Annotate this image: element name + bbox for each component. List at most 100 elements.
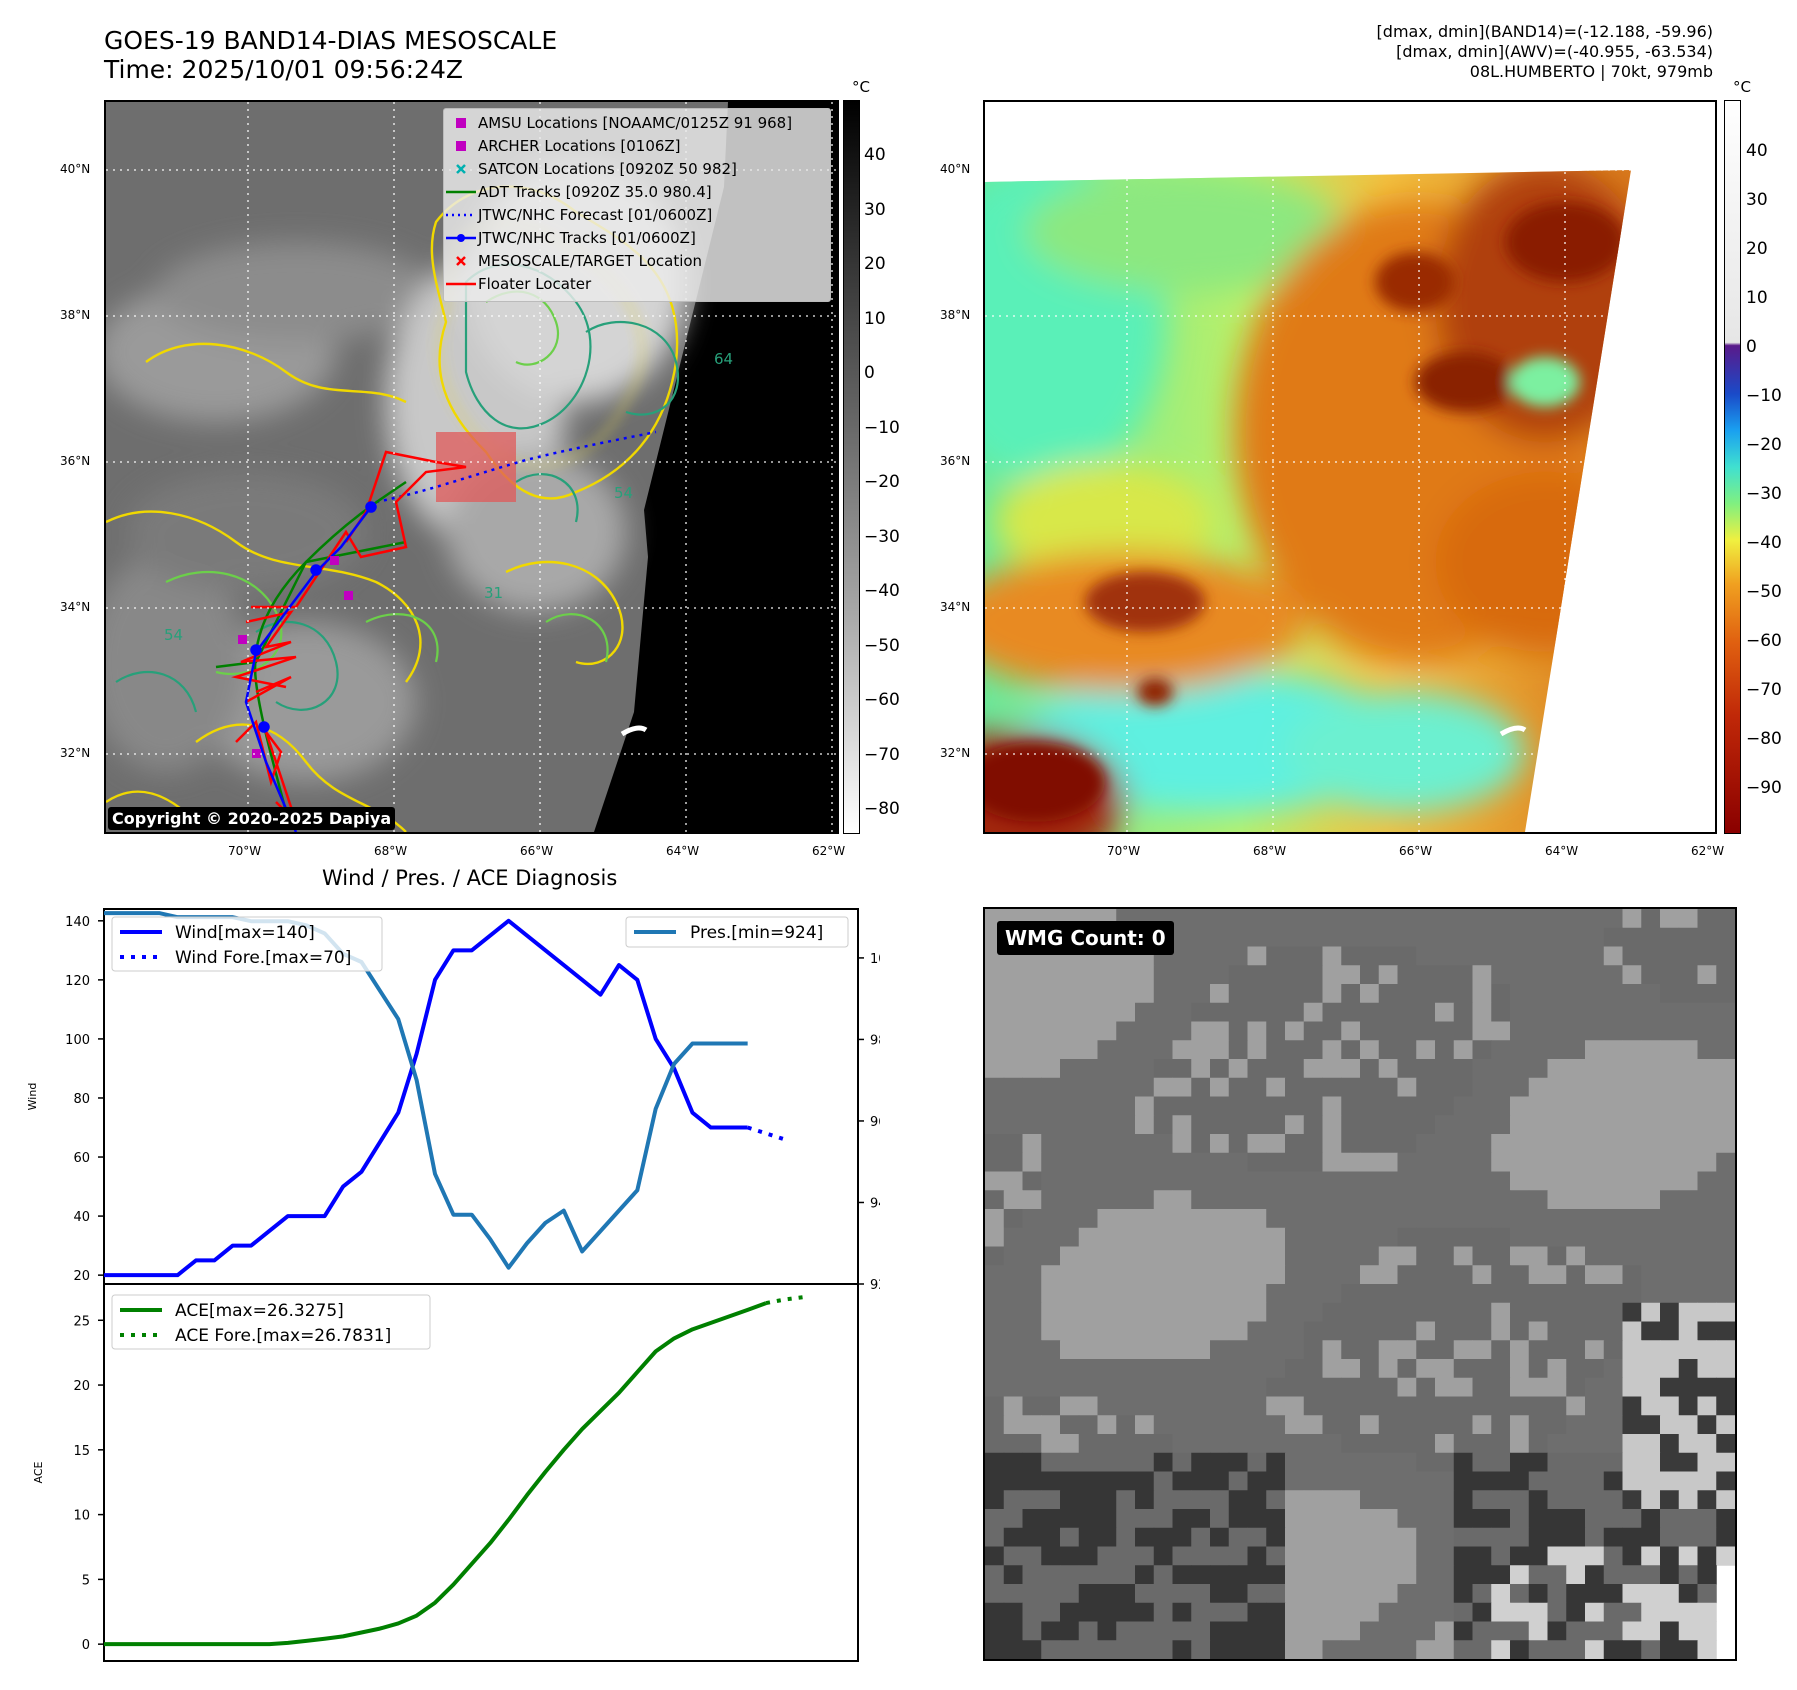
wmg-pixel <box>1697 1565 1717 1585</box>
wmg-pixel <box>1378 1209 1398 1229</box>
wmg-pixel <box>1472 1584 1492 1604</box>
wmg-pixel <box>1153 1077 1173 1097</box>
wmg-pixel <box>1697 1302 1717 1322</box>
wmg-pixel <box>1172 1602 1192 1622</box>
wmg-pixel <box>985 1340 1005 1360</box>
wmg-pixel <box>1228 1246 1248 1266</box>
wmg-pixel <box>1172 1490 1192 1510</box>
wmg-pixel <box>1116 1171 1136 1191</box>
wmg-pixel <box>1322 1471 1342 1491</box>
wmg-pixel <box>1641 1377 1661 1397</box>
wmg-pixel <box>1228 1640 1248 1659</box>
awv-map-panel[interactable] <box>983 100 1717 834</box>
wmg-pixel <box>1697 1227 1717 1247</box>
figure-title: GOES-19 BAND14-DIAS MESOSCALE Time: 2025… <box>104 26 557 84</box>
wmg-pixel <box>1003 1246 1023 1266</box>
wmg-pixel <box>1341 1527 1361 1547</box>
wmg-pixel <box>1641 1265 1661 1285</box>
wmg-pixel <box>1547 965 1567 985</box>
color-colorbar-tick: −70 <box>1746 680 1782 700</box>
wmg-pixel <box>985 1246 1005 1266</box>
wmg-pixel <box>1566 1490 1586 1510</box>
wmg-pixel <box>1603 1377 1623 1397</box>
wmg-pixel <box>1603 1321 1623 1341</box>
wmg-pixel <box>1547 1265 1567 1285</box>
wmg-pixel <box>1285 927 1305 947</box>
wmg-panel[interactable]: WMG Count: 0 <box>983 907 1737 1661</box>
wmg-pixel <box>1228 1602 1248 1622</box>
info-awv-range: [dmax, dmin](AWV)=(-40.955, -63.534) <box>1396 42 1713 61</box>
wmg-pixel <box>1566 1077 1586 1097</box>
wmg-pixel <box>1585 1452 1605 1472</box>
wmg-pixel <box>1303 1302 1323 1322</box>
wmg-pixel <box>1453 1077 1473 1097</box>
wmg-pixel <box>1622 946 1642 966</box>
wmg-pixel <box>1153 1340 1173 1360</box>
wmg-pixel <box>1378 1171 1398 1191</box>
wmg-pixel <box>1641 1002 1661 1022</box>
wmg-pixel <box>1603 946 1623 966</box>
wmg-pixel <box>1060 1640 1080 1659</box>
wmg-pixel <box>1435 1452 1455 1472</box>
wmg-pixel <box>1135 1059 1155 1079</box>
wmg-pixel <box>1003 1265 1023 1285</box>
wmg-pixel <box>1472 1396 1492 1416</box>
ace-ytick-label: 0 <box>82 1638 90 1653</box>
wmg-pixel <box>1716 1377 1735 1397</box>
wmg-pixel <box>1528 1565 1548 1585</box>
wmg-pixel <box>1360 1490 1380 1510</box>
wmg-pixel <box>1397 927 1417 947</box>
wmg-pixel <box>1472 1134 1492 1154</box>
wmg-pixel <box>1660 927 1680 947</box>
wmg-pixel <box>1678 984 1698 1004</box>
wmg-pixel <box>1510 965 1530 985</box>
wmg-pixel <box>1378 927 1398 947</box>
wmg-pixel <box>1341 1452 1361 1472</box>
wmg-pixel <box>1435 1359 1455 1379</box>
wmg-pixel <box>1116 1471 1136 1491</box>
wmg-pixel <box>1322 1321 1342 1341</box>
wmg-pixel <box>1697 1434 1717 1454</box>
wmg-pixel <box>1172 1452 1192 1472</box>
wmg-pixel <box>1341 1340 1361 1360</box>
wmg-pixel <box>1660 1490 1680 1510</box>
wmg-pixel <box>1041 1584 1061 1604</box>
wmg-pixel <box>1285 1584 1305 1604</box>
wmg-pixel <box>1210 1415 1230 1435</box>
wmg-pixel <box>1116 1227 1136 1247</box>
wmg-pixel <box>1041 1021 1061 1041</box>
wmg-pixel <box>1135 1209 1155 1229</box>
wmg-pixel <box>1697 1002 1717 1022</box>
wmg-pixel <box>1491 1209 1511 1229</box>
wmg-pixel <box>1153 1415 1173 1435</box>
wmg-pixel <box>1585 1415 1605 1435</box>
wmg-pixel <box>1172 1396 1192 1416</box>
wmg-pixel <box>1416 1434 1436 1454</box>
wmg-pixel <box>1341 1471 1361 1491</box>
wmg-pixel <box>1435 984 1455 1004</box>
wmg-pixel <box>1397 1040 1417 1060</box>
wmg-pixel <box>1453 1584 1473 1604</box>
wmg-pixel <box>1153 1265 1173 1285</box>
wind-legend-box <box>111 916 383 972</box>
ir-map-panel[interactable]: 64 54 31 54 <box>104 100 839 834</box>
wmg-pixel <box>1041 1640 1061 1659</box>
wmg-pixel <box>1622 1021 1642 1041</box>
wmg-pixel <box>1022 1471 1042 1491</box>
wmg-pixel <box>1341 1002 1361 1022</box>
wmg-pixel <box>1041 1621 1061 1641</box>
legend-item-amsu: AMSU Locations [NOAAMC/0125Z 91 968] <box>444 111 830 134</box>
wmg-pixel <box>1435 1077 1455 1097</box>
ace-ytick-label: 15 <box>73 1444 90 1459</box>
wmg-pixel <box>1678 1640 1698 1659</box>
wmg-pixel <box>1228 927 1248 947</box>
wmg-pixel <box>1547 909 1567 929</box>
wmg-pixel <box>1022 1021 1042 1041</box>
wmg-pixel <box>1097 965 1117 985</box>
wmg-pixel <box>1153 984 1173 1004</box>
wmg-pixel <box>1078 1265 1098 1285</box>
wmg-pixel <box>1341 965 1361 985</box>
wmg-pixel <box>1172 984 1192 1004</box>
wmg-pixel <box>1547 1340 1567 1360</box>
wmg-pixel <box>1191 1321 1211 1341</box>
